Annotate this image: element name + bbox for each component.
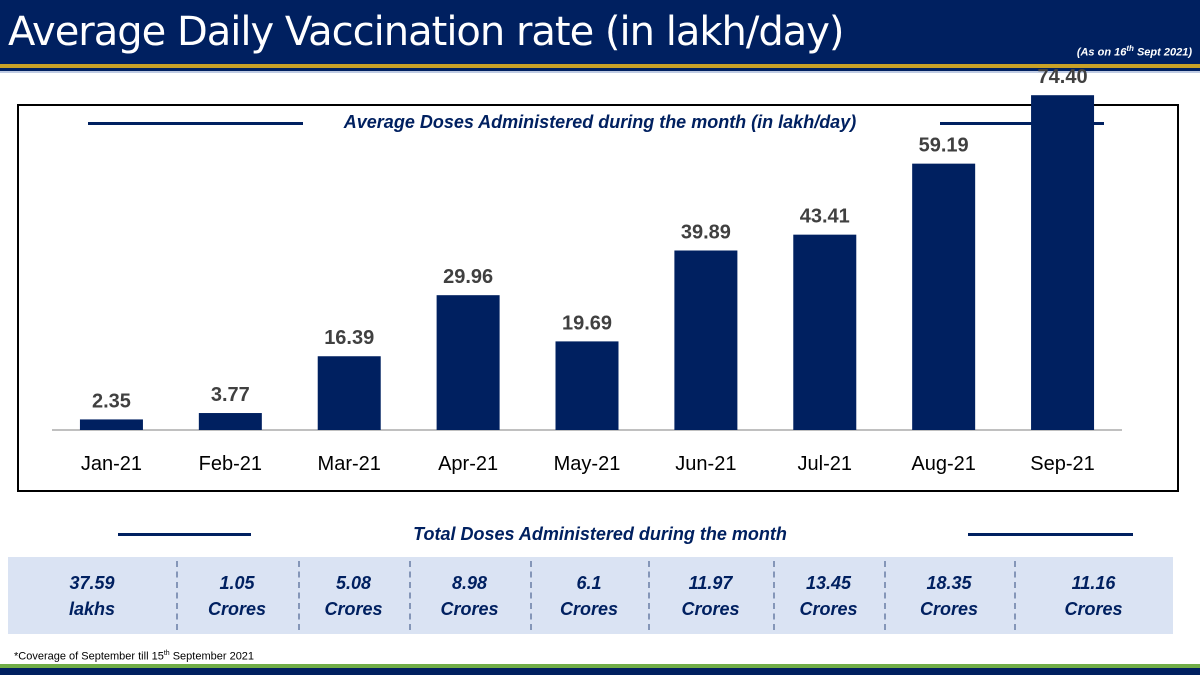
total-doses-unit: Crores [799,598,858,619]
total-doses-unit: Crores [440,598,499,619]
chart-title-line-left [88,122,303,125]
x-tick-label-jan-21: Jan-21 [81,453,142,475]
data-label-jun-21: 39.89 [681,221,731,243]
data-label-aug-21: 59.19 [919,135,969,157]
x-tick-label-sep-21: Sep-21 [1030,453,1095,475]
as-of-suffix: Sept 2021) [1133,46,1192,59]
header-navy-stripe [0,68,1200,71]
totals-divider [298,561,300,630]
x-tick-label-mar-21: Mar-21 [318,453,381,475]
bar-aug-21 [912,163,976,430]
bar-may-21 [555,341,619,430]
total-doses-cell: 37.59 lakhs [8,557,176,634]
total-doses-unit: Crores [681,598,740,619]
total-doses-value: 1.05 [219,572,255,593]
total-doses-cell: 8.98 Crores [409,557,530,634]
chart-title-text: Average Doses Administered during the mo… [333,112,867,132]
footer-navy-stripe [0,668,1200,675]
total-doses-cell: 18.35 Crores [884,557,1014,634]
total-doses-cell: 6.1 Crores [530,557,648,634]
chart-title-line-right [940,122,1104,125]
footnote: *Coverage of September till 15th Septemb… [14,650,254,663]
total-doses-value: 8.98 [451,572,488,593]
bar-jan-21 [79,419,143,430]
total-doses-unit: Crores [324,598,383,619]
data-label-jan-21: 2.35 [92,390,131,412]
total-doses-cell: 11.16 Crores [1014,557,1173,634]
bar-jul-21 [793,234,857,430]
as-of-sup: th [1126,44,1134,53]
total-doses-value: 5.08 [335,572,372,593]
data-label-feb-21: 3.77 [211,384,250,406]
as-of-date: (As on 16th Sept 2021) [1077,44,1192,59]
chart-title: Average Doses Administered during the mo… [0,112,1200,133]
total-doses-value: 11.97 [688,572,733,593]
totals-title-line-left [118,533,251,536]
totals-divider [884,561,886,630]
bar-mar-21 [317,356,381,430]
total-doses-cell: 5.08 Crores [298,557,409,634]
total-doses-value: 13.45 [805,572,852,593]
total-doses-unit: Crores [207,598,267,619]
totals-divider [1014,561,1016,630]
total-doses-unit: Crores [919,598,979,619]
totals-title-line-right [968,533,1133,536]
as-of-prefix: (As on 16 [1076,46,1127,59]
header-banner: Average Daily Vaccination rate (in lakh/… [0,0,1200,64]
totals-divider [648,561,650,630]
totals-divider [530,561,532,630]
x-tick-label-aug-21: Aug-21 [911,453,976,475]
x-tick-label-jul-21: Jul-21 [798,453,852,475]
header-light-stripe [0,71,1200,73]
totals-divider [409,561,411,630]
totals-title: Total Doses Administered during the mont… [413,524,787,544]
footnote-sup: th [163,650,170,657]
data-label-mar-21: 16.39 [324,327,374,349]
bar-jun-21 [674,250,738,430]
x-tick-label-jun-21: Jun-21 [675,453,736,475]
total-doses-value: 11.16 [1071,572,1116,593]
data-label-may-21: 19.69 [562,312,612,334]
totals-divider [773,561,775,630]
totals-divider [176,561,178,630]
data-label-jul-21: 43.41 [800,206,850,228]
footnote-prefix: *Coverage of September till 15 [14,650,164,663]
total-doses-cell: 11.97 Crores [648,557,773,634]
data-label-apr-21: 29.96 [443,266,493,288]
total-doses-unit: Crores [559,598,619,619]
total-doses-cell: 13.45 Crores [773,557,884,634]
total-doses-value: 6.1 [576,572,602,593]
x-tick-label-apr-21: Apr-21 [438,453,498,475]
total-doses-unit: lakhs [68,598,116,619]
data-label-sep-21: 74.40 [1038,66,1088,88]
page-title: Average Daily Vaccination rate (in lakh/… [8,9,845,55]
bar-feb-21 [198,413,262,430]
x-tick-label-feb-21: Feb-21 [199,453,262,475]
totals-strip: 37.59 lakhs 1.05 Crores 5.08 Crores 8.98 Crores… [8,557,1173,634]
bar-sep-21 [1031,95,1095,430]
header-gold-stripe [0,64,1200,68]
x-tick-label-may-21: May-21 [554,453,621,475]
total-doses-value: 37.59 [69,572,115,593]
total-doses-cell: 1.05 Crores [176,557,298,634]
total-doses-unit: Crores [1064,598,1123,619]
footer-green-stripe [0,664,1200,668]
bar-apr-21 [436,295,500,430]
total-doses-value: 18.35 [926,572,972,593]
footnote-suffix: September 2021 [169,650,255,663]
